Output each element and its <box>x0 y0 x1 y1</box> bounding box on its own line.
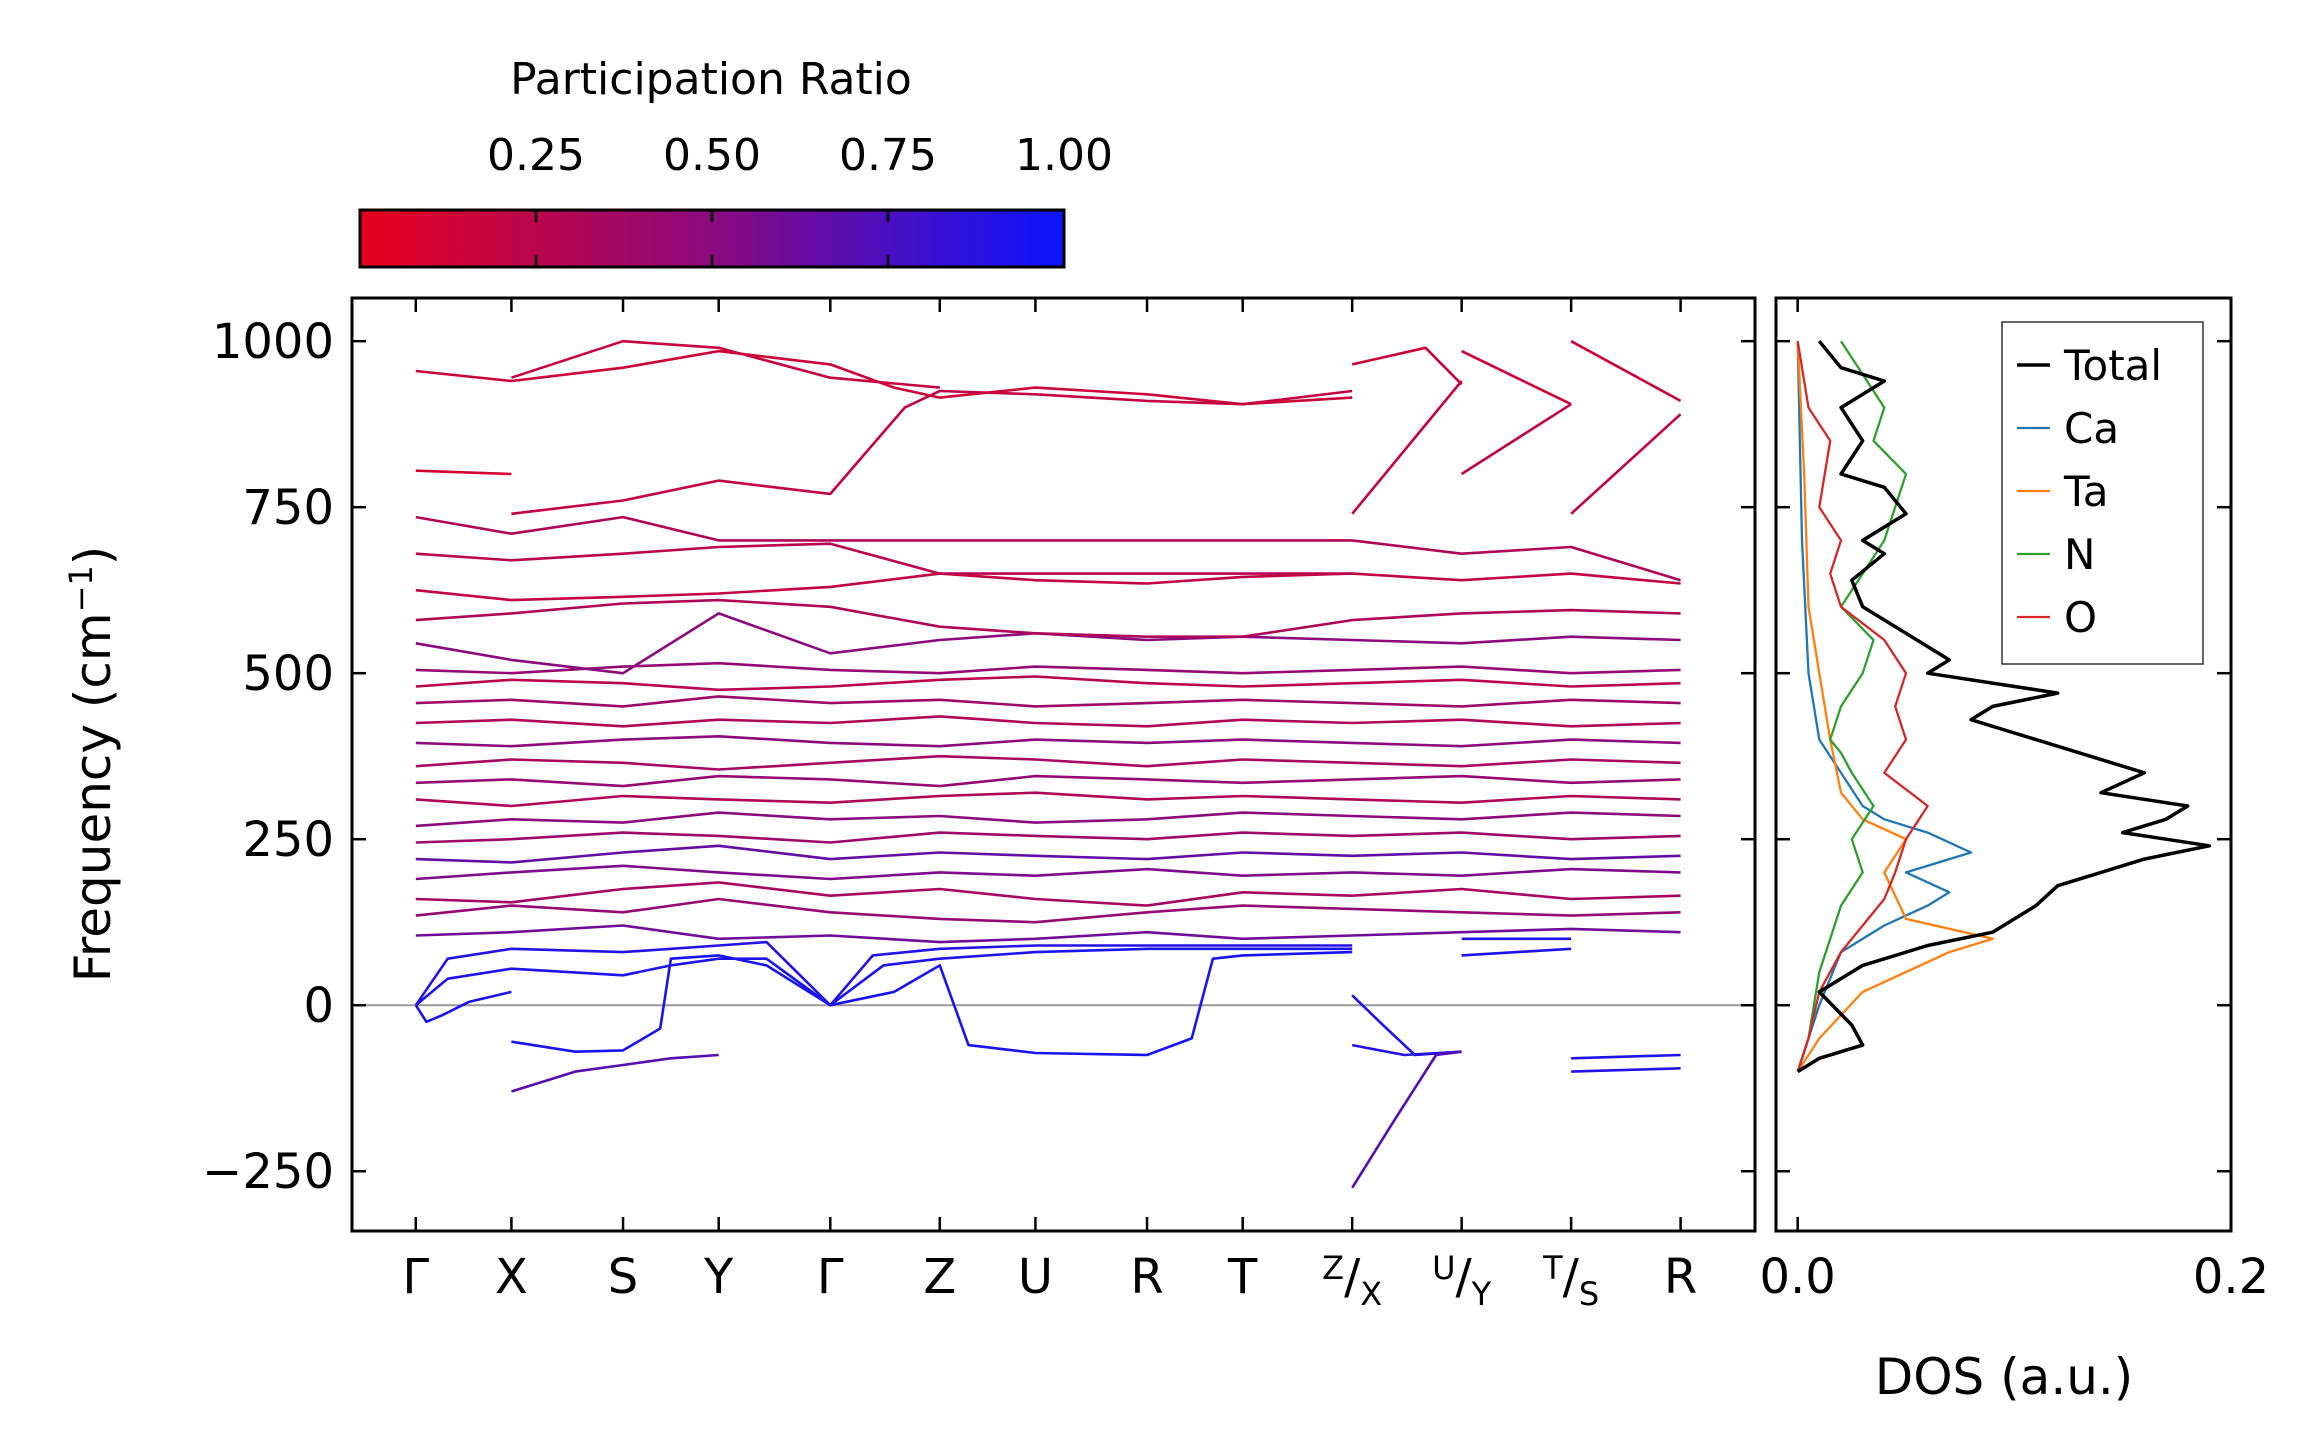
band-optic-19 <box>415 542 1353 575</box>
kpoint-label: X <box>495 1249 528 1305</box>
band-optic-1 <box>415 924 1681 944</box>
band-optic-7 <box>415 811 1681 828</box>
kpoint-label: S <box>608 1249 638 1305</box>
band-y-axis: −250 0 250 500 750 1000 <box>202 314 1755 1200</box>
colorbar-tick-label: 0.50 <box>663 130 761 181</box>
legend-label: N <box>2064 530 2095 579</box>
kpoint-label: R <box>1664 1249 1697 1305</box>
legend-label: Ta <box>2063 467 2108 516</box>
band-acoustic-1 <box>414 950 1353 1057</box>
band-acoustic-3 <box>414 937 1681 1073</box>
kpoint-label: Y <box>703 1249 734 1305</box>
band-acoustic-2 <box>414 947 1681 1060</box>
kpoint-label: R <box>1130 1249 1163 1305</box>
legend-frame <box>2001 321 2204 665</box>
band-optic-neg <box>1351 1050 1462 1189</box>
dos-legend: Total Ca Ta NO <box>2001 321 2204 665</box>
colorbar-tick-label: 0.25 <box>487 130 585 181</box>
band-optic-18 <box>415 572 1681 602</box>
band-optic-13 <box>415 695 1681 708</box>
dos-series-n <box>1796 340 1908 1072</box>
dos-y-ticks <box>1776 339 2231 1173</box>
legend-label: O <box>2064 593 2097 642</box>
dos-series-total <box>1796 340 2212 1074</box>
kpoint-label: Γ <box>402 1249 429 1305</box>
kpoint-label: Γ <box>817 1249 844 1305</box>
colorbar-tick-label: 0.75 <box>839 130 937 181</box>
band-optic-14 <box>415 675 1681 692</box>
dos-x-tick-label: 0.0 <box>1759 1249 1835 1305</box>
band-x-axis: Γ X S Y Γ Z U R T Z/X U/Y T/S R <box>402 298 1697 1313</box>
band-optic-10 <box>415 754 1681 771</box>
band-optic-23 <box>415 340 1682 406</box>
y-tick-label: 0 <box>303 978 334 1034</box>
colorbar-title: Participation Ratio <box>510 54 912 105</box>
band-optic-22 <box>511 380 1682 516</box>
legend-label: Ca <box>2064 404 2119 453</box>
dos-x-tick-label: 0.2 <box>2193 1249 2269 1305</box>
dos-lines <box>1796 340 2212 1074</box>
band-optic-neg-x <box>511 1053 719 1093</box>
dos-x-axis-label: DOS (a.u.) <box>1875 1348 2134 1406</box>
band-optic-20 <box>415 515 1681 582</box>
y-tick-label: 250 <box>242 812 334 868</box>
band-optic-3 <box>415 881 1681 907</box>
kpoint-label: Z <box>923 1249 956 1305</box>
band-optic-21 <box>415 469 512 476</box>
dos-series-ca <box>1796 341 1973 1072</box>
band-lines <box>414 339 1682 1189</box>
band-optic-24 <box>510 339 940 389</box>
band-structure-panel: −250 0 250 500 750 1000 Γ X S Y Γ Z U R T Z/X U/Y T/S R F… <box>62 296 1757 1313</box>
band-optic-12 <box>415 715 1681 728</box>
colorbar-tick-label: 1.00 <box>1015 130 1113 181</box>
kpoint-label: T <box>1227 1249 1258 1305</box>
kpoint-label: T/S <box>1542 1249 1599 1313</box>
legend-label: Total <box>2063 341 2162 390</box>
kpoint-label: U <box>1018 1249 1053 1305</box>
dos-axes-frame <box>1774 296 2233 1233</box>
band-optic-4 <box>415 864 1681 881</box>
y-tick-label: 1000 <box>212 314 334 370</box>
band-axes-frame <box>350 296 1757 1233</box>
band-optic-5 <box>415 844 1681 864</box>
y-tick-label: −250 <box>202 1144 334 1200</box>
dos-panel: 0.0 0.2 DOS (a.u.) Total Ca Ta NO <box>1759 296 2269 1406</box>
band-optic-15 <box>415 661 1681 675</box>
band-optic-17 <box>415 598 1681 638</box>
band-optic-11 <box>415 735 1681 748</box>
band-optic-9 <box>415 774 1681 788</box>
dos-x-axis: 0.0 0.2 <box>1759 298 2269 1305</box>
band-optic-16 <box>415 612 1681 675</box>
band-optic-2 <box>415 897 1681 924</box>
band-optic-8 <box>415 791 1681 808</box>
y-tick-label: 500 <box>242 646 334 702</box>
kpoint-label: Z/X <box>1322 1249 1382 1313</box>
band-y-axis-label: Frequency (cm−1) <box>62 546 122 983</box>
colorbar-ticks: 0.25 0.50 0.75 1.00 <box>487 130 1113 267</box>
colorbar: Participation Ratio 0.25 0.50 0.75 1.00 <box>358 54 1113 269</box>
dos-series-o <box>1796 341 1929 1072</box>
band-optic-6 <box>415 831 1681 844</box>
kpoint-label: U/Y <box>1432 1249 1492 1313</box>
y-tick-label: 750 <box>242 480 334 536</box>
